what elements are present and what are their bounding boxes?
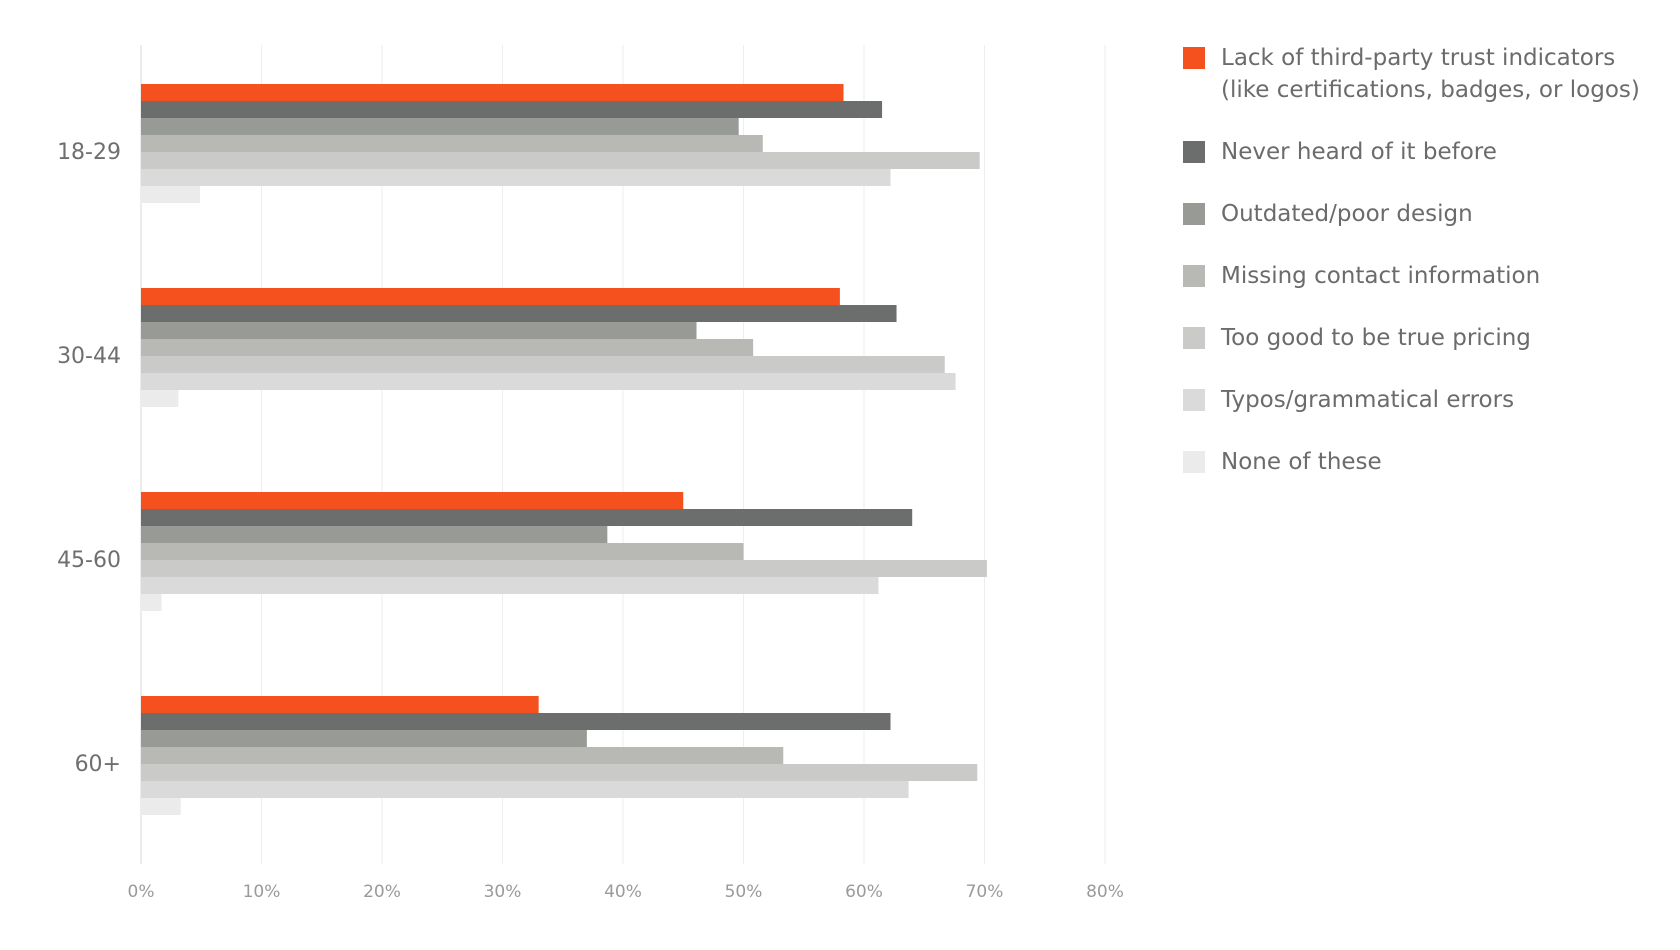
legend-label: Typos/grammatical errors [1221,387,1515,413]
x-tick-label: 30% [484,882,522,902]
x-tick-label: 40% [604,882,642,902]
bar [141,781,909,798]
legend-swatch [1183,47,1205,69]
legend-item: None of these [1183,446,1663,478]
category-labels: 18-29 30-44 45-60 60+ [57,140,121,777]
legend-label: None of these [1221,449,1382,475]
x-tick-label: 80% [1086,882,1124,902]
x-tick-label: 0% [128,882,155,902]
bar [141,696,539,713]
bar [141,356,945,373]
bar [141,101,883,118]
legend-swatch [1183,327,1205,349]
legend-swatch [1183,141,1205,163]
bar [141,339,754,356]
x-tick-label: 70% [966,882,1004,902]
bar [141,322,697,339]
bar [141,509,913,526]
bar [141,305,897,322]
legend-label: Lack of third-party trust indicators (li… [1221,45,1640,103]
legend-label: Never heard of it before [1221,139,1497,165]
legend-label: Outdated/poor design [1221,201,1473,227]
bar [141,390,179,407]
category-label: 30-44 [57,344,121,369]
bar [141,594,162,611]
legend-swatch [1183,203,1205,225]
bar [141,152,980,169]
x-tick-label: 60% [845,882,883,902]
bar [141,713,891,730]
legend-swatch [1183,451,1205,473]
bar [141,169,891,186]
bar [141,373,956,390]
category-label: 45-60 [57,548,121,573]
legend-item: Lack of third-party trust indicators (li… [1183,42,1663,106]
bar-chart: 18-29 30-44 45-60 60+ 0% 10% 20% 30% 40% 50% 60% 7… [57,45,1124,902]
bars [141,84,987,815]
bar [141,543,744,560]
legend-label: Missing contact information [1221,263,1541,289]
bar [141,764,978,781]
category-label: 18-29 [57,140,121,165]
legend-item: Too good to be true pricing [1183,322,1663,354]
bar [141,730,587,747]
bar [141,135,763,152]
x-tick-label: 50% [725,882,763,902]
bar [141,118,739,135]
legend-item: Never heard of it before [1183,136,1663,168]
x-axis-tick-labels: 0% 10% 20% 30% 40% 50% 60% 70% 80% [128,882,1124,902]
bar [141,492,684,509]
legend: Lack of third-party trust indicators (li… [1183,42,1663,508]
bar [141,288,840,305]
bar [141,798,181,815]
legend-label: Too good to be true pricing [1221,325,1531,351]
legend-item: Missing contact information [1183,260,1663,292]
legend-item: Typos/grammatical errors [1183,384,1663,416]
bar [141,84,844,101]
bar [141,526,608,543]
bar [141,186,201,203]
legend-swatch [1183,389,1205,411]
bar [141,577,879,594]
bar [141,560,987,577]
legend-swatch [1183,265,1205,287]
x-tick-label: 20% [363,882,401,902]
category-label: 60+ [75,752,121,777]
legend-item: Outdated/poor design [1183,198,1663,230]
x-tick-label: 10% [243,882,281,902]
bar [141,747,784,764]
